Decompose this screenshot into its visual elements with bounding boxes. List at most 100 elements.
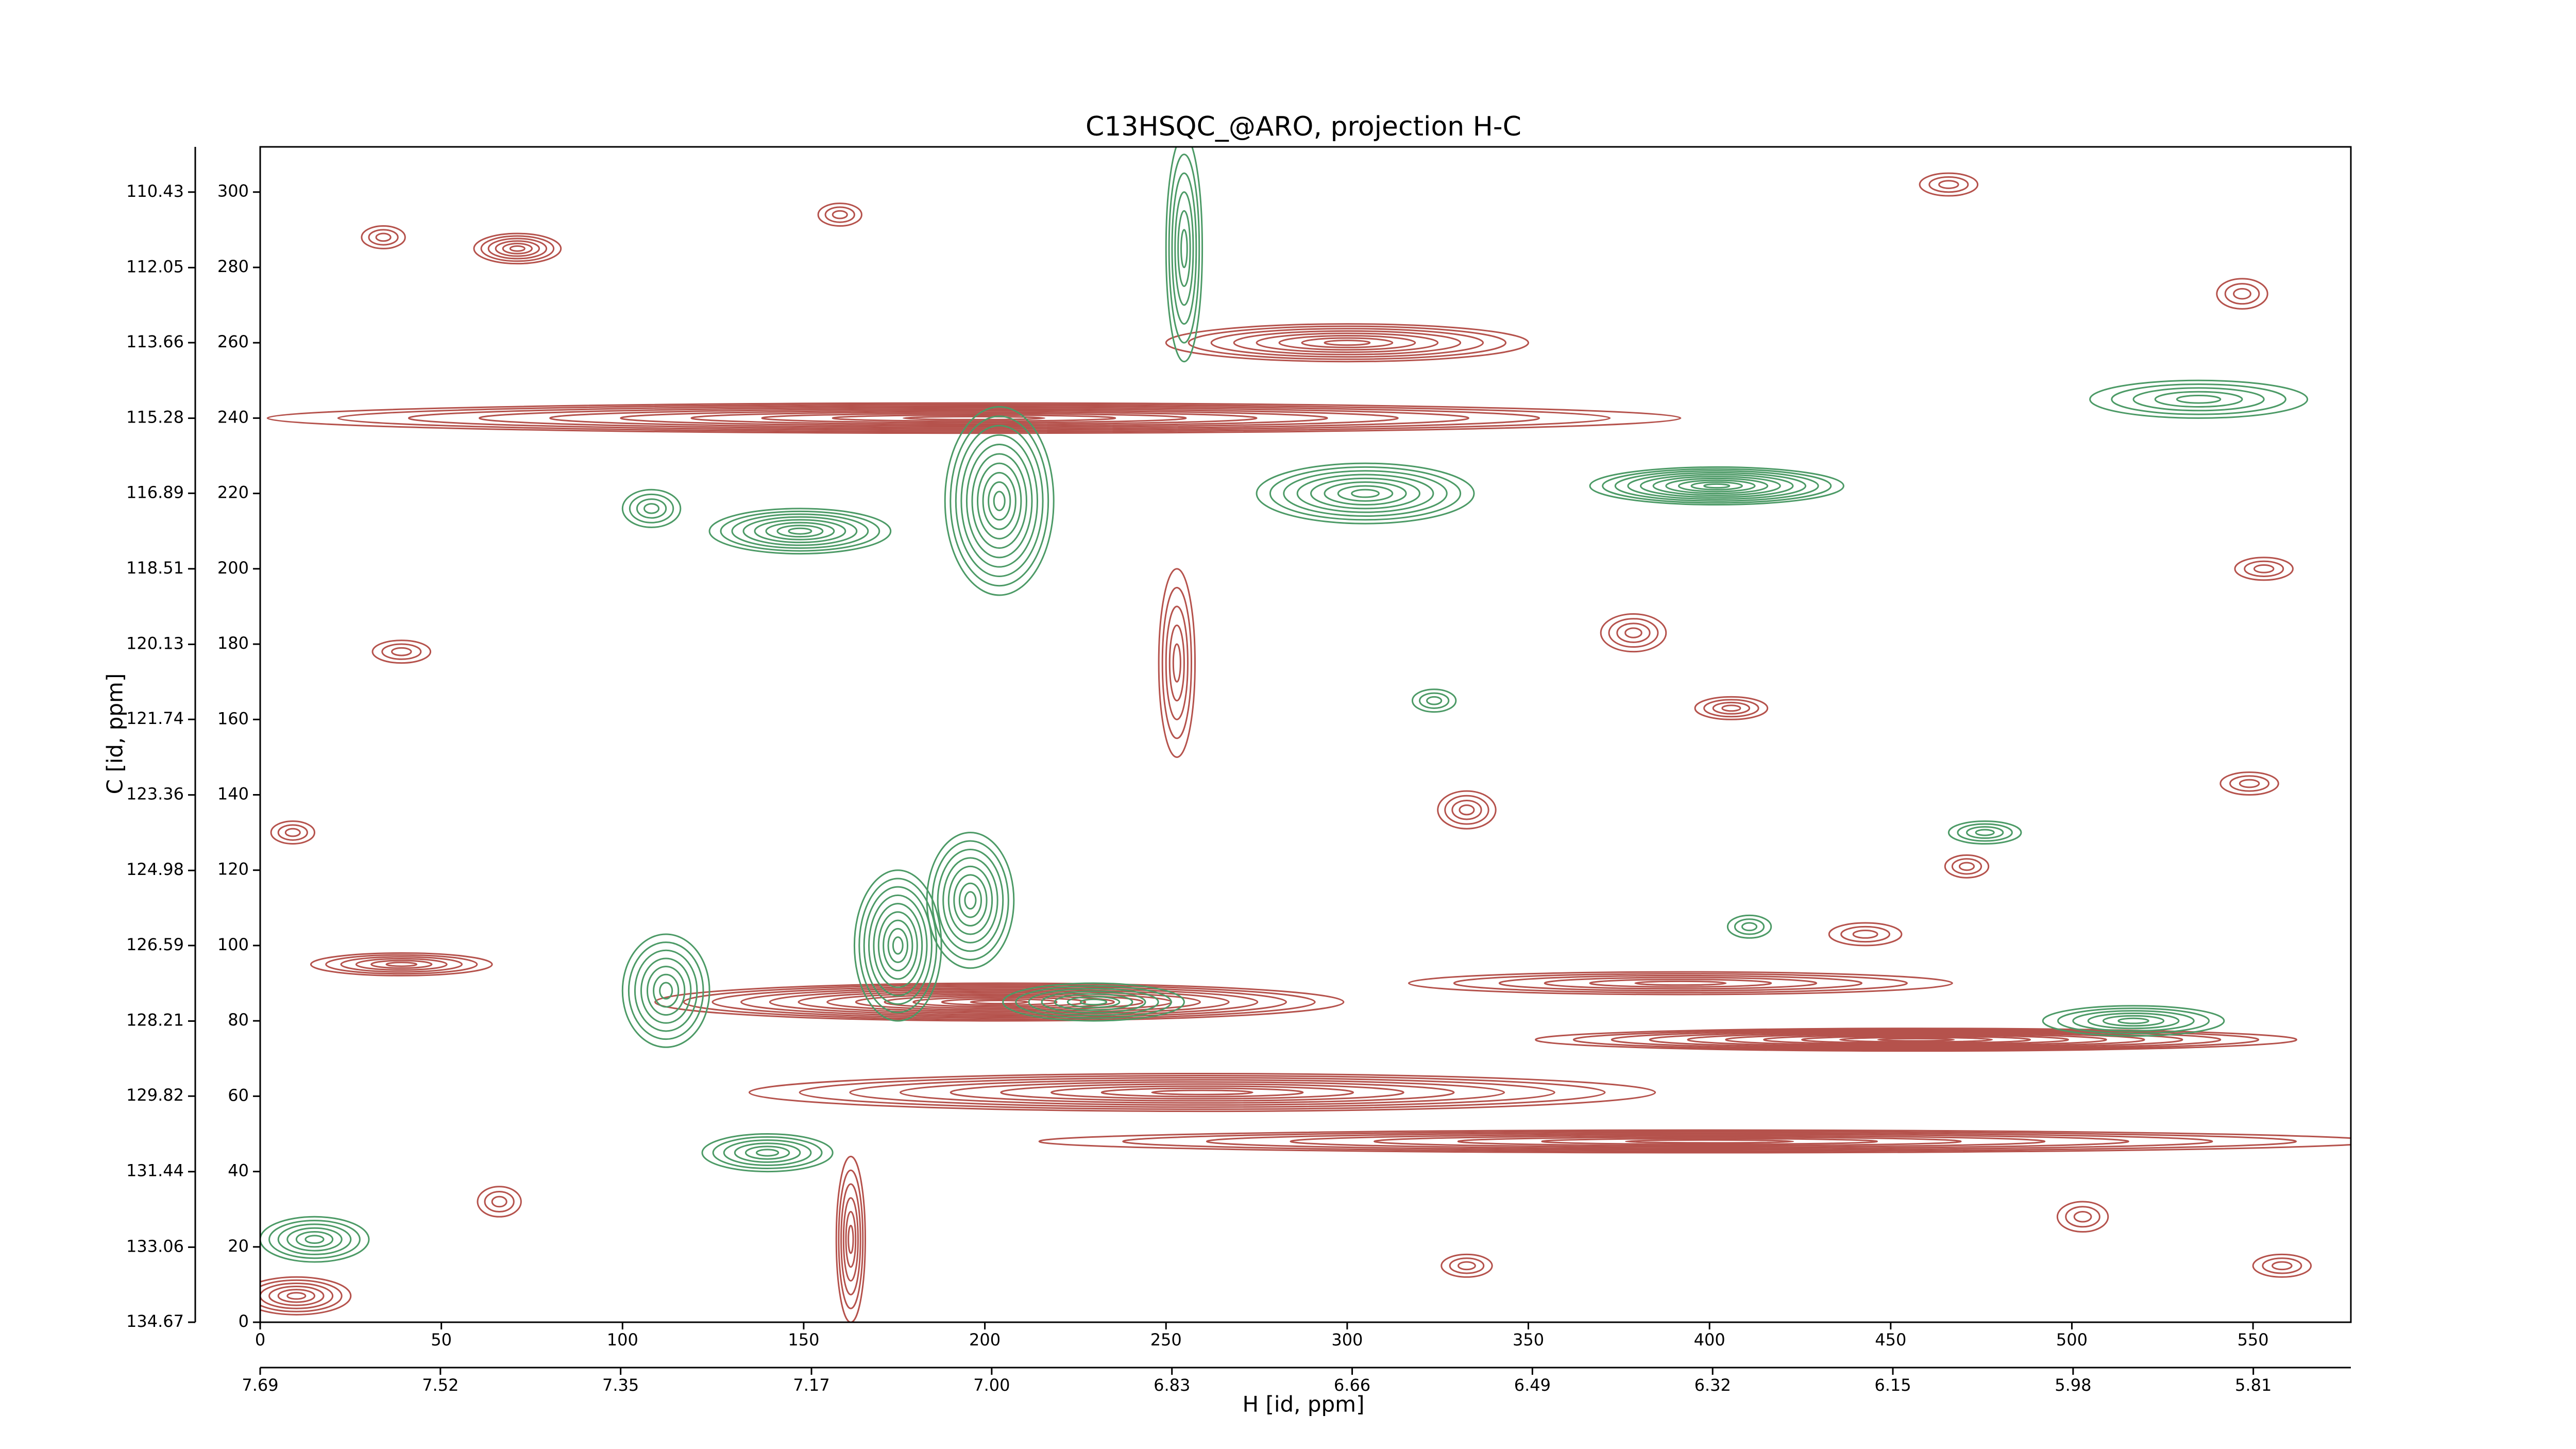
contour-line: [892, 936, 904, 955]
contour-line: [1296, 474, 1434, 513]
contour-line: [1947, 820, 2022, 845]
y2-tick-label: 110.43: [126, 181, 184, 201]
contour-line: [868, 894, 928, 997]
contour-line: [495, 240, 540, 257]
contour-line: [1640, 474, 1794, 498]
contour-line: [1690, 481, 1743, 491]
contour-line: [748, 1072, 1656, 1113]
contour-line: [647, 966, 686, 1016]
contour-line: [1589, 979, 1772, 988]
y-tick-label: 200: [217, 558, 249, 578]
contour-line: [260, 1276, 352, 1316]
contour-line: [2117, 1017, 2149, 1024]
x-tick-label: 200: [969, 1330, 1001, 1350]
contour-line: [491, 1195, 507, 1208]
x-tick-label: 250: [1150, 1330, 1182, 1350]
y2-tick-label: 123.36: [126, 784, 184, 804]
contour-line: [1054, 993, 1133, 1011]
contour-line: [1712, 701, 1751, 715]
contour-line: [1839, 1036, 1993, 1043]
x2-tick-label: 6.83: [1154, 1375, 1190, 1395]
contour-line: [824, 206, 855, 223]
contour-line: [310, 952, 493, 976]
contour-line: [1608, 618, 1659, 648]
contour-line: [1324, 481, 1407, 506]
x2-tick-label: 7.69: [242, 1375, 278, 1395]
contour-line: [873, 903, 923, 988]
contour-line: [1611, 1030, 2222, 1050]
y-tick-label: 160: [217, 709, 249, 728]
contour-line: [1301, 337, 1394, 348]
contour-line: [931, 840, 1009, 961]
contour-line: [1544, 976, 1818, 990]
y-tick-label: 60: [228, 1085, 249, 1105]
contour-line: [1168, 154, 1200, 344]
contour-line: [1589, 466, 1844, 506]
y2-tick-label: 124.98: [126, 860, 184, 879]
contour-line: [1966, 826, 2004, 839]
contour-line: [845, 1211, 857, 1268]
contour-line: [636, 498, 667, 519]
contour-line: [1180, 229, 1188, 268]
contour-line: [1174, 191, 1194, 306]
x2-tick-label: 6.66: [1334, 1375, 1370, 1395]
y2-tick-label: 134.67: [126, 1311, 184, 1331]
contour-line: [509, 245, 526, 252]
contour-line: [899, 1079, 1505, 1106]
contour-line: [832, 210, 848, 220]
contour-line: [887, 928, 909, 963]
contour-line: [912, 996, 1087, 1008]
contour-line: [2233, 288, 2251, 300]
contour-line: [277, 1223, 352, 1255]
contour-line: [1957, 823, 2013, 842]
contour-line: [982, 471, 1016, 530]
contour-line: [2224, 283, 2260, 305]
contour-line: [754, 519, 846, 544]
x2-tick-label: 6.49: [1514, 1375, 1551, 1395]
contour-line: [1278, 334, 1416, 351]
chart-title: C13HSQC_@ARO, projection H-C: [1086, 111, 1521, 142]
contour-line: [1171, 172, 1197, 325]
contour-line: [950, 1081, 1455, 1104]
contour-line: [361, 225, 406, 249]
contour-line: [368, 229, 399, 246]
contour-line: [953, 874, 988, 927]
contour-line: [2239, 779, 2260, 788]
contour-line: [1602, 468, 1832, 504]
contour-line: [634, 949, 698, 1032]
contour-line: [1168, 624, 1185, 702]
contour-line: [708, 508, 892, 555]
x-tick-label: 550: [2238, 1330, 2269, 1350]
y-tick-label: 40: [228, 1161, 249, 1181]
contour-line: [1374, 1135, 2046, 1148]
contour-line: [799, 1075, 1606, 1110]
contour-line: [2042, 1005, 2225, 1037]
contour-line: [325, 954, 478, 975]
contour-line: [2253, 564, 2275, 574]
contour-line: [1938, 180, 1959, 189]
contour-line: [2089, 379, 2309, 419]
contour-line: [2229, 775, 2270, 792]
y-tick-label: 80: [228, 1010, 249, 1030]
contour-line: [960, 434, 1039, 568]
contour-line: [1458, 1261, 1476, 1271]
contour-line: [883, 919, 913, 972]
contour-line: [260, 1282, 334, 1309]
contour-line: [375, 232, 392, 242]
contour-line: [337, 403, 1611, 433]
contour-line: [487, 238, 548, 260]
contour-line: [1177, 210, 1191, 288]
y2-tick-label: 112.05: [126, 257, 184, 276]
contour-line: [1038, 1129, 2351, 1154]
contour-line: [965, 444, 1033, 559]
y-tick-label: 240: [217, 407, 249, 427]
contour-line: [832, 414, 1116, 422]
contour-line: [1652, 476, 1781, 496]
contour-line: [1351, 488, 1380, 498]
contour-line: [1453, 973, 1908, 993]
contour-line: [1677, 479, 1756, 493]
contour-line: [621, 488, 682, 528]
contour-line: [955, 425, 1044, 577]
contour-line: [1634, 980, 1727, 986]
contour-line: [1310, 477, 1421, 510]
